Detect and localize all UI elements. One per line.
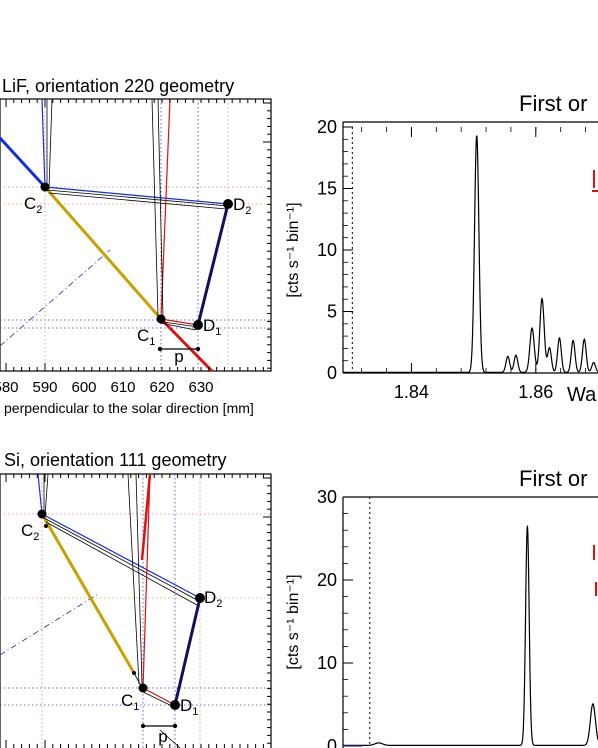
svg-text:C1: C1 bbox=[137, 326, 155, 348]
xtick-label: 1.86 bbox=[518, 382, 553, 402]
svg-text:610: 610 bbox=[110, 379, 135, 396]
ytick-label: 20 bbox=[317, 117, 337, 137]
lif-axis-ticks bbox=[5, 99, 271, 371]
spectrum-top-ylabel: [cts s⁻¹ bin⁻¹] bbox=[285, 202, 302, 297]
ytick-label: 10 bbox=[317, 240, 337, 260]
spectrum-top: First or 0 5 10 15 20 1.84 1.86 [cts s⁻¹ bin⁻… bbox=[285, 91, 598, 406]
ytick-label: 15 bbox=[317, 179, 337, 199]
svg-text:D2: D2 bbox=[233, 195, 251, 217]
si-dashdot-line bbox=[0, 593, 99, 656]
spectrum-top-yticks: 0 5 10 15 20 bbox=[317, 117, 353, 383]
spectrum-bottom-ylabel: [cts s⁻¹ bin⁻¹] bbox=[285, 574, 302, 669]
spectrum-bottom-line bbox=[343, 525, 598, 746]
svg-text:D1: D1 bbox=[203, 316, 221, 338]
svg-text:p: p bbox=[174, 347, 183, 366]
lif-plot-frame bbox=[0, 98, 272, 372]
svg-text:630: 630 bbox=[188, 379, 213, 396]
svg-text:p: p bbox=[158, 727, 167, 746]
si-point-labels: C2 D2 C1 D1 bbox=[21, 521, 222, 718]
spectrum-top-title: First or bbox=[519, 91, 587, 116]
si-panel-title: Si, orientation 111 geometry bbox=[4, 450, 226, 470]
ytick-label: 5 bbox=[327, 302, 337, 322]
svg-text:D1: D1 bbox=[180, 696, 198, 718]
ytick-label: 20 bbox=[317, 570, 337, 590]
spectrum-bottom-title: First or bbox=[519, 466, 587, 491]
lif-panel-title: LiF, orientation 220 geometry bbox=[2, 76, 234, 96]
svg-text:D2: D2 bbox=[204, 588, 222, 610]
lif-xaxis-label: perpendicular to the solar direction [mm… bbox=[4, 400, 254, 416]
svg-text:C2: C2 bbox=[24, 194, 42, 216]
spectrum-top-line bbox=[343, 135, 598, 373]
svg-text:580: 580 bbox=[0, 379, 19, 396]
lif-points bbox=[40, 182, 233, 330]
lif-geometry-panel: LiF, orientation 220 geometry bbox=[0, 76, 272, 416]
lif-dashdot-line bbox=[0, 249, 111, 347]
si-geometry-panel: Si, orientation 111 geometry bbox=[0, 450, 272, 748]
ytick-label: 0 bbox=[327, 736, 337, 748]
lif-p-marker: p bbox=[157, 346, 201, 366]
si-axis-ticks bbox=[5, 474, 271, 748]
ytick-label: 30 bbox=[317, 487, 337, 507]
si-points bbox=[37, 509, 205, 710]
svg-text:590: 590 bbox=[32, 379, 57, 396]
ytick-label: 0 bbox=[327, 363, 337, 383]
si-plot-frame bbox=[0, 473, 272, 748]
svg-text:C1: C1 bbox=[121, 691, 139, 713]
spectrum-bottom: First or 0 10 20 30 [cts s⁻¹ bin⁻¹] bbox=[285, 466, 598, 748]
xtick-label: 1.84 bbox=[394, 382, 429, 402]
ytick-label: 10 bbox=[317, 653, 337, 673]
spectrum-top-xticks: 1.84 1.86 bbox=[361, 127, 586, 402]
si-red-ray bbox=[140, 473, 152, 561]
lif-rays bbox=[0, 98, 230, 373]
si-rays bbox=[37, 473, 202, 748]
lif-xtick-labels: 580 590 600 610 620 630 bbox=[0, 379, 214, 396]
spectrum-bottom-yticks: 0 10 20 30 bbox=[317, 487, 353, 748]
svg-text:C2: C2 bbox=[21, 521, 39, 543]
si-guide-lines bbox=[0, 474, 271, 748]
svg-text:600: 600 bbox=[71, 379, 96, 396]
si-p-marker: p bbox=[140, 723, 178, 746]
spectrum-top-xlabel: Wa bbox=[567, 384, 597, 406]
lif-guide-lines bbox=[0, 99, 271, 371]
svg-text:620: 620 bbox=[149, 379, 174, 396]
lif-point-labels: C2 D2 C1 D1 bbox=[24, 194, 251, 348]
